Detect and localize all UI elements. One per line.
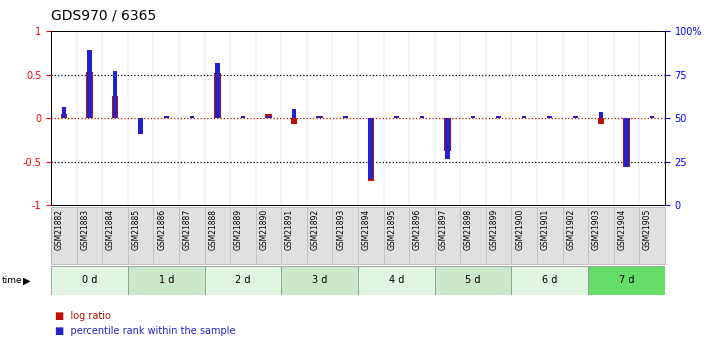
Text: 3 d: 3 d <box>312 275 327 285</box>
Text: GSM21892: GSM21892 <box>311 209 320 250</box>
Bar <box>547 116 552 118</box>
Bar <box>316 116 323 118</box>
Bar <box>394 116 399 118</box>
Text: ■  log ratio: ■ log ratio <box>55 311 111 321</box>
Text: 5 d: 5 d <box>465 275 481 285</box>
Bar <box>317 116 322 118</box>
Text: GSM21894: GSM21894 <box>362 209 370 250</box>
Bar <box>624 118 629 167</box>
Text: 7 d: 7 d <box>619 275 634 285</box>
Text: GSM21902: GSM21902 <box>566 209 575 250</box>
Text: GSM21899: GSM21899 <box>490 209 498 250</box>
Bar <box>87 50 92 118</box>
Text: GSM21886: GSM21886 <box>157 209 166 250</box>
Text: GSM21882: GSM21882 <box>55 209 64 250</box>
Bar <box>265 114 272 118</box>
Bar <box>128 266 205 295</box>
Text: 1 d: 1 d <box>159 275 174 285</box>
Text: GSM21898: GSM21898 <box>464 209 473 250</box>
Bar <box>598 118 604 124</box>
Text: GSM21895: GSM21895 <box>387 209 396 250</box>
Bar <box>624 118 630 167</box>
Bar <box>368 118 374 181</box>
Text: GSM21885: GSM21885 <box>132 209 141 250</box>
Bar <box>190 116 194 118</box>
Text: GSM21901: GSM21901 <box>541 209 550 250</box>
Bar <box>573 116 577 118</box>
Bar <box>434 266 511 295</box>
Text: time: time <box>1 276 22 285</box>
Bar <box>291 118 297 124</box>
Text: GSM21888: GSM21888 <box>208 209 218 250</box>
Bar <box>62 107 66 118</box>
Bar <box>445 118 450 159</box>
Text: GSM21889: GSM21889 <box>234 209 243 250</box>
Text: 2 d: 2 d <box>235 275 251 285</box>
Text: GSM21891: GSM21891 <box>285 209 294 250</box>
Bar <box>471 116 476 118</box>
Bar <box>86 72 92 118</box>
Text: ■  percentile rank within the sample: ■ percentile rank within the sample <box>55 326 235 336</box>
Text: 6 d: 6 d <box>542 275 557 285</box>
Bar <box>511 266 588 295</box>
Text: GSM21883: GSM21883 <box>80 209 90 250</box>
Bar <box>588 266 665 295</box>
Text: 0 d: 0 d <box>82 275 97 285</box>
Text: GSM21884: GSM21884 <box>106 209 115 250</box>
Text: GSM21897: GSM21897 <box>439 209 447 250</box>
Text: GSM21887: GSM21887 <box>183 209 192 250</box>
Bar <box>496 116 501 118</box>
Text: GSM21903: GSM21903 <box>592 209 601 250</box>
Text: GSM21890: GSM21890 <box>260 209 269 250</box>
Text: GSM21893: GSM21893 <box>336 209 346 250</box>
Bar <box>112 96 118 118</box>
Bar <box>113 71 117 118</box>
Text: GDS970 / 6365: GDS970 / 6365 <box>51 9 156 23</box>
Bar <box>650 116 654 118</box>
Bar <box>139 118 143 134</box>
Bar <box>240 116 245 118</box>
Bar <box>343 116 348 118</box>
Text: ▶: ▶ <box>23 275 31 285</box>
Bar <box>419 116 424 118</box>
Bar <box>292 109 296 118</box>
Bar <box>522 116 526 118</box>
Bar <box>368 118 373 179</box>
Bar <box>444 118 451 151</box>
Bar <box>60 114 67 118</box>
Bar <box>51 266 128 295</box>
Bar <box>266 116 271 118</box>
Bar <box>358 266 434 295</box>
Text: GSM21900: GSM21900 <box>515 209 524 250</box>
Text: GSM21905: GSM21905 <box>643 209 652 250</box>
Bar <box>214 73 220 118</box>
Text: GSM21896: GSM21896 <box>413 209 422 250</box>
Bar <box>599 112 603 118</box>
Text: 4 d: 4 d <box>389 275 404 285</box>
Bar <box>164 116 169 118</box>
Bar <box>215 63 220 118</box>
Text: GSM21904: GSM21904 <box>617 209 626 250</box>
Bar <box>282 266 358 295</box>
Bar <box>205 266 282 295</box>
